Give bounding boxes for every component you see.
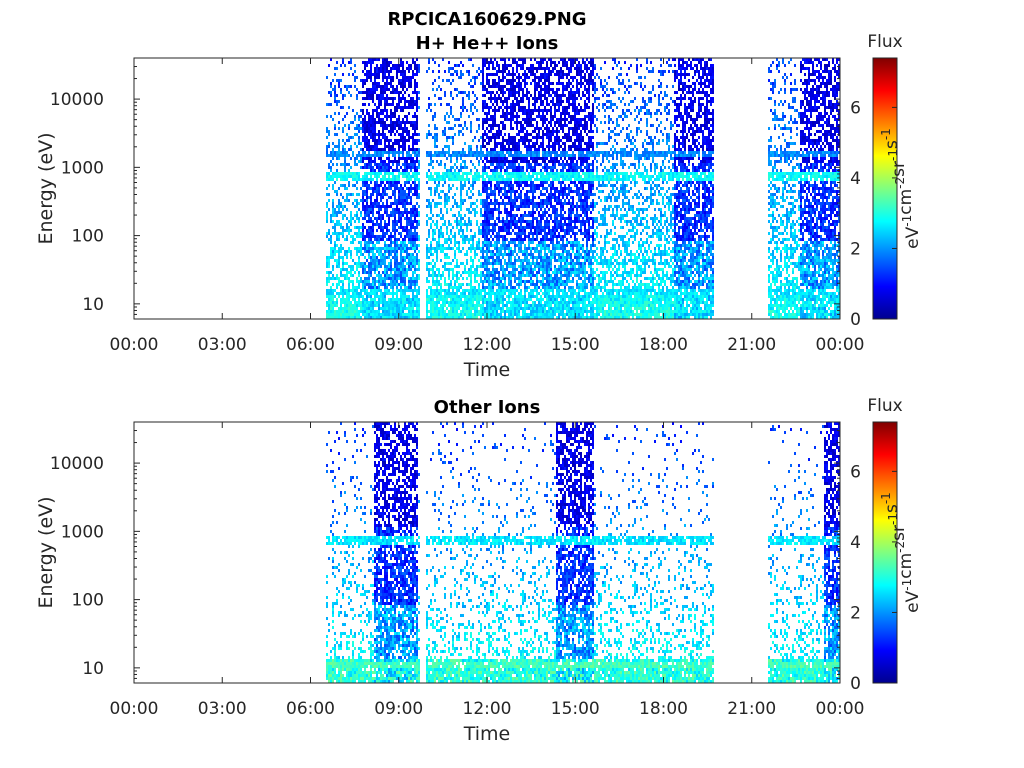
x-tick-label: 21:00 [727,335,776,355]
y-tick-label: 100 [72,227,104,247]
colorbar-title: Flux [867,396,902,416]
colorbar-units-label: eV-1cm-2sr-1s-1 [879,492,923,613]
colorbar [872,421,898,684]
x-tick-label: 12:00 [463,335,512,355]
colorbar-tick-label: 0 [850,674,861,694]
x-axis-label: Time [463,723,511,745]
plot-area [134,422,840,683]
y-axis-label: Energy (eV) [35,496,57,608]
x-tick-label: 15:00 [551,699,600,719]
y-axis-label: Energy (eV) [35,132,57,244]
colorbar-tick-label: 2 [850,603,861,623]
colorbar-tick-label: 4 [850,169,861,189]
colorbar-tick-label: 4 [850,533,861,553]
x-tick-label: 03:00 [198,699,247,719]
y-tick-label: 10 [82,295,104,315]
x-tick-label: 03:00 [198,335,247,355]
colorbar-tick-label: 6 [850,462,861,482]
colorbar-tick-label: 6 [850,98,861,118]
x-axis-label: Time [463,359,511,381]
y-tick-label: 1000 [61,158,104,178]
colorbar-tick-label: 2 [850,239,861,259]
colorbar-title: Flux [867,32,902,52]
x-tick-label: 09:00 [374,699,423,719]
y-tick-label: 100 [72,591,104,611]
x-tick-label: 06:00 [286,335,335,355]
y-tick-label: 10000 [50,454,104,474]
panel-h-he-ions: 00:00 03:00 06:00 09:00 12:00 15:00 18:00 21:00… [35,32,923,381]
colorbar-units-label: eV-1cm-2sr-1s-1 [879,128,923,249]
panel-1-title: H+ He++ Ions [416,33,559,54]
panel-title: Other Ions [434,397,541,418]
x-tick-label: 00:00 [110,335,159,355]
spectrogram [326,58,840,319]
x-tick-label: 09:00 [374,335,423,355]
x-tick-label: 12:00 [463,699,512,719]
panel-other-ions: Other Ions 00:00 03:00 06:00 09:00 12:00 15:00… [35,396,923,745]
x-tick-label: 06:00 [286,699,335,719]
y-tick-label: 10000 [50,90,104,110]
x-tick-label: 00:00 [816,335,865,355]
colorbar [872,57,898,320]
x-tick-label: 15:00 [551,335,600,355]
y-tick-label: 1000 [61,522,104,542]
x-tick-label: 21:00 [727,699,776,719]
x-tick-label: 18:00 [639,699,688,719]
figure-title: RPCICA160629.PNG [387,9,586,30]
x-tick-label: 00:00 [816,699,865,719]
y-tick-label: 10 [82,659,104,679]
x-tick-label: 18:00 [639,335,688,355]
colorbar-tick-label: 0 [850,310,861,330]
x-tick-label: 00:00 [110,699,159,719]
